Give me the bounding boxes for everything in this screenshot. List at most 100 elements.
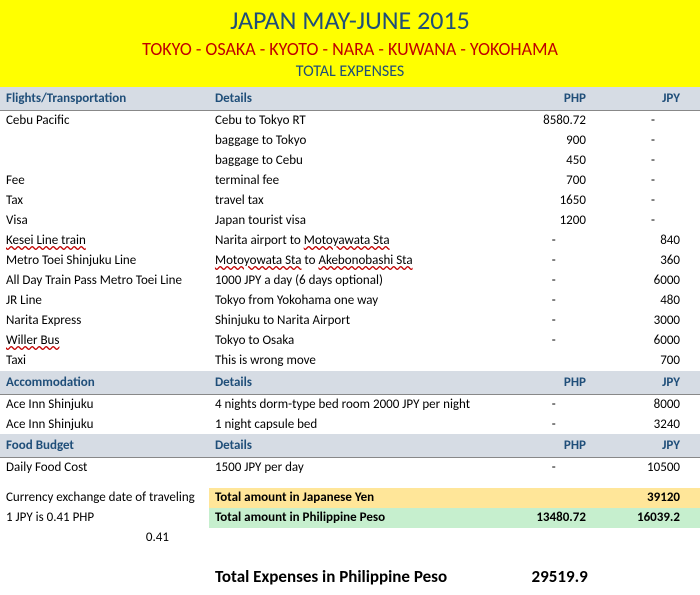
cell-php: 1650 <box>501 191 605 211</box>
cell-jpy: - <box>606 191 700 211</box>
table-row: Visa Japan tourist visa 1200 - <box>0 211 700 231</box>
table-row: JR Line Tokyo from Yokohama one way - 48… <box>0 291 700 311</box>
cell-jpy: 6000 <box>606 331 700 351</box>
section-label: Accommodation <box>0 371 209 395</box>
table-row: Ace Inn Shinjuku 4 nights dorm-type bed … <box>0 394 700 414</box>
cell-jpy: 700 <box>606 351 700 371</box>
total-php-label: Total amount in Philippine Peso <box>209 508 502 528</box>
col-details: Details <box>209 371 502 395</box>
cell-php: 8580.72 <box>501 111 605 131</box>
table-row: Kesei Line train Narita airport to Motoy… <box>0 231 700 251</box>
table-row: Fee terminal fee 700 - <box>0 171 700 191</box>
cell-cat: Willer Bus <box>6 333 59 348</box>
col-jpy: JPY <box>606 87 700 111</box>
expense-table: Flights/Transportation Details PHP JPY C… <box>0 87 700 595</box>
col-details: Details <box>209 87 502 111</box>
cell-php: 900 <box>501 131 605 151</box>
cell-cat: Tax <box>0 191 209 211</box>
cell-det: Shinjuku to Narita Airport <box>209 311 502 331</box>
cell-jpy: - <box>606 111 700 131</box>
cell-php: - <box>501 231 605 251</box>
cell-php <box>501 351 605 371</box>
cell-jpy: - <box>606 151 700 171</box>
table-row: Willer Bus Tokyo to Osaka - 6000 <box>0 331 700 351</box>
cell-cat: Kesei Line train <box>6 233 86 248</box>
table-row: Taxi This is wrong move 700 <box>0 351 700 371</box>
cell-php: - <box>501 394 605 414</box>
cell-cat <box>0 151 209 171</box>
table-row: Ace Inn Shinjuku 1 night capsule bed - 3… <box>0 414 700 434</box>
cell-php: - <box>501 414 605 434</box>
cell-det: Tokyo from Yokohama one way <box>209 291 502 311</box>
cell-cat: Fee <box>0 171 209 191</box>
cell-det: Narita airport to Motoyawata Sta <box>209 231 502 251</box>
cell-det: This is wrong move <box>209 351 502 371</box>
cell-jpy: 360 <box>606 251 700 271</box>
cell-det: 4 nights dorm-type bed room 2000 JPY per… <box>209 394 502 414</box>
total-php-row: 1 JPY is 0.41 PHP Total amount in Philip… <box>0 508 700 528</box>
cell-php: - <box>501 331 605 351</box>
section-food: Food Budget Details PHP JPY <box>0 434 700 458</box>
rate-value: 0.41 <box>0 528 209 548</box>
section-label: Flights/Transportation <box>0 87 209 111</box>
total-jpy-row: Currency exchange date of traveling Tota… <box>0 488 700 508</box>
cell-cat: Narita Express <box>0 311 209 331</box>
cell-jpy: - <box>606 171 700 191</box>
section-accommodation: Accommodation Details PHP JPY <box>0 371 700 395</box>
cell-det: 1500 JPY per day <box>209 458 502 478</box>
note-line1: Currency exchange date of traveling <box>0 488 209 508</box>
table-row: Metro Toei Shinjuku Line Motoyowata Sta … <box>0 251 700 271</box>
rate-row: 0.41 <box>0 528 700 548</box>
total-php-val2: 16039.2 <box>606 508 700 528</box>
total-jpy-val: 39120 <box>606 488 700 508</box>
table-row: Tax travel tax 1650 - <box>0 191 700 211</box>
table-row: All Day Train Pass Metro Toei Line 1000 … <box>0 271 700 291</box>
cell-php: - <box>501 291 605 311</box>
table-row: Daily Food Cost 1500 JPY per day - 10500 <box>0 458 700 478</box>
col-php: PHP <box>501 434 605 458</box>
col-php: PHP <box>501 371 605 395</box>
cell-det: Japan tourist visa <box>209 211 502 231</box>
total-php-val1: 13480.72 <box>501 508 605 528</box>
cell-cat: Ace Inn Shinjuku <box>0 414 209 434</box>
table-row: Narita Express Shinjuku to Narita Airpor… <box>0 311 700 331</box>
cell-php: 450 <box>501 151 605 171</box>
cell-det: Motoyowata Sta to Akebonobashi Sta <box>209 251 502 271</box>
col-jpy: JPY <box>606 434 700 458</box>
cell-cat: Ace Inn Shinjuku <box>0 394 209 414</box>
cell-php: - <box>501 251 605 271</box>
cell-jpy: 840 <box>606 231 700 251</box>
section-flights: Flights/Transportation Details PHP JPY <box>0 87 700 111</box>
total-jpy-label: Total amount in Japanese Yen <box>209 488 502 508</box>
cell-cat: Daily Food Cost <box>0 458 209 478</box>
cell-cat: Taxi <box>0 351 209 371</box>
cell-jpy: - <box>606 211 700 231</box>
cell-det: baggage to Cebu <box>209 151 502 171</box>
cell-det: 1 night capsule bed <box>209 414 502 434</box>
cell-jpy: 3240 <box>606 414 700 434</box>
table-row: baggage to Cebu 450 - <box>0 151 700 171</box>
spacer <box>0 478 700 488</box>
cell-php: - <box>501 458 605 478</box>
cell-jpy: 480 <box>606 291 700 311</box>
cell-jpy: 8000 <box>606 394 700 414</box>
cell-jpy: 10500 <box>606 458 700 478</box>
title-main: JAPAN MAY-JUNE 2015 <box>0 4 700 36</box>
title-sub: TOTAL EXPENSES <box>0 62 700 81</box>
cell-det: travel tax <box>209 191 502 211</box>
cell-cat: Cebu Pacific <box>0 111 209 131</box>
cell-php: - <box>501 271 605 291</box>
table-row: Cebu Pacific Cebu to Tokyo RT 8580.72 - <box>0 111 700 131</box>
cell-jpy: 6000 <box>606 271 700 291</box>
col-jpy: JPY <box>606 371 700 395</box>
cell-cat: All Day Train Pass Metro Toei Line <box>0 271 209 291</box>
cell-cat <box>0 131 209 151</box>
cell-jpy: - <box>606 131 700 151</box>
cell-php: 700 <box>501 171 605 191</box>
cell-det: Tokyo to Osaka <box>209 331 502 351</box>
cell-det: baggage to Tokyo <box>209 131 502 151</box>
note-line2: 1 JPY is 0.41 PHP <box>0 508 209 528</box>
cell-php: - <box>501 311 605 331</box>
section-label: Food Budget <box>0 434 209 458</box>
cell-jpy: 3000 <box>606 311 700 331</box>
